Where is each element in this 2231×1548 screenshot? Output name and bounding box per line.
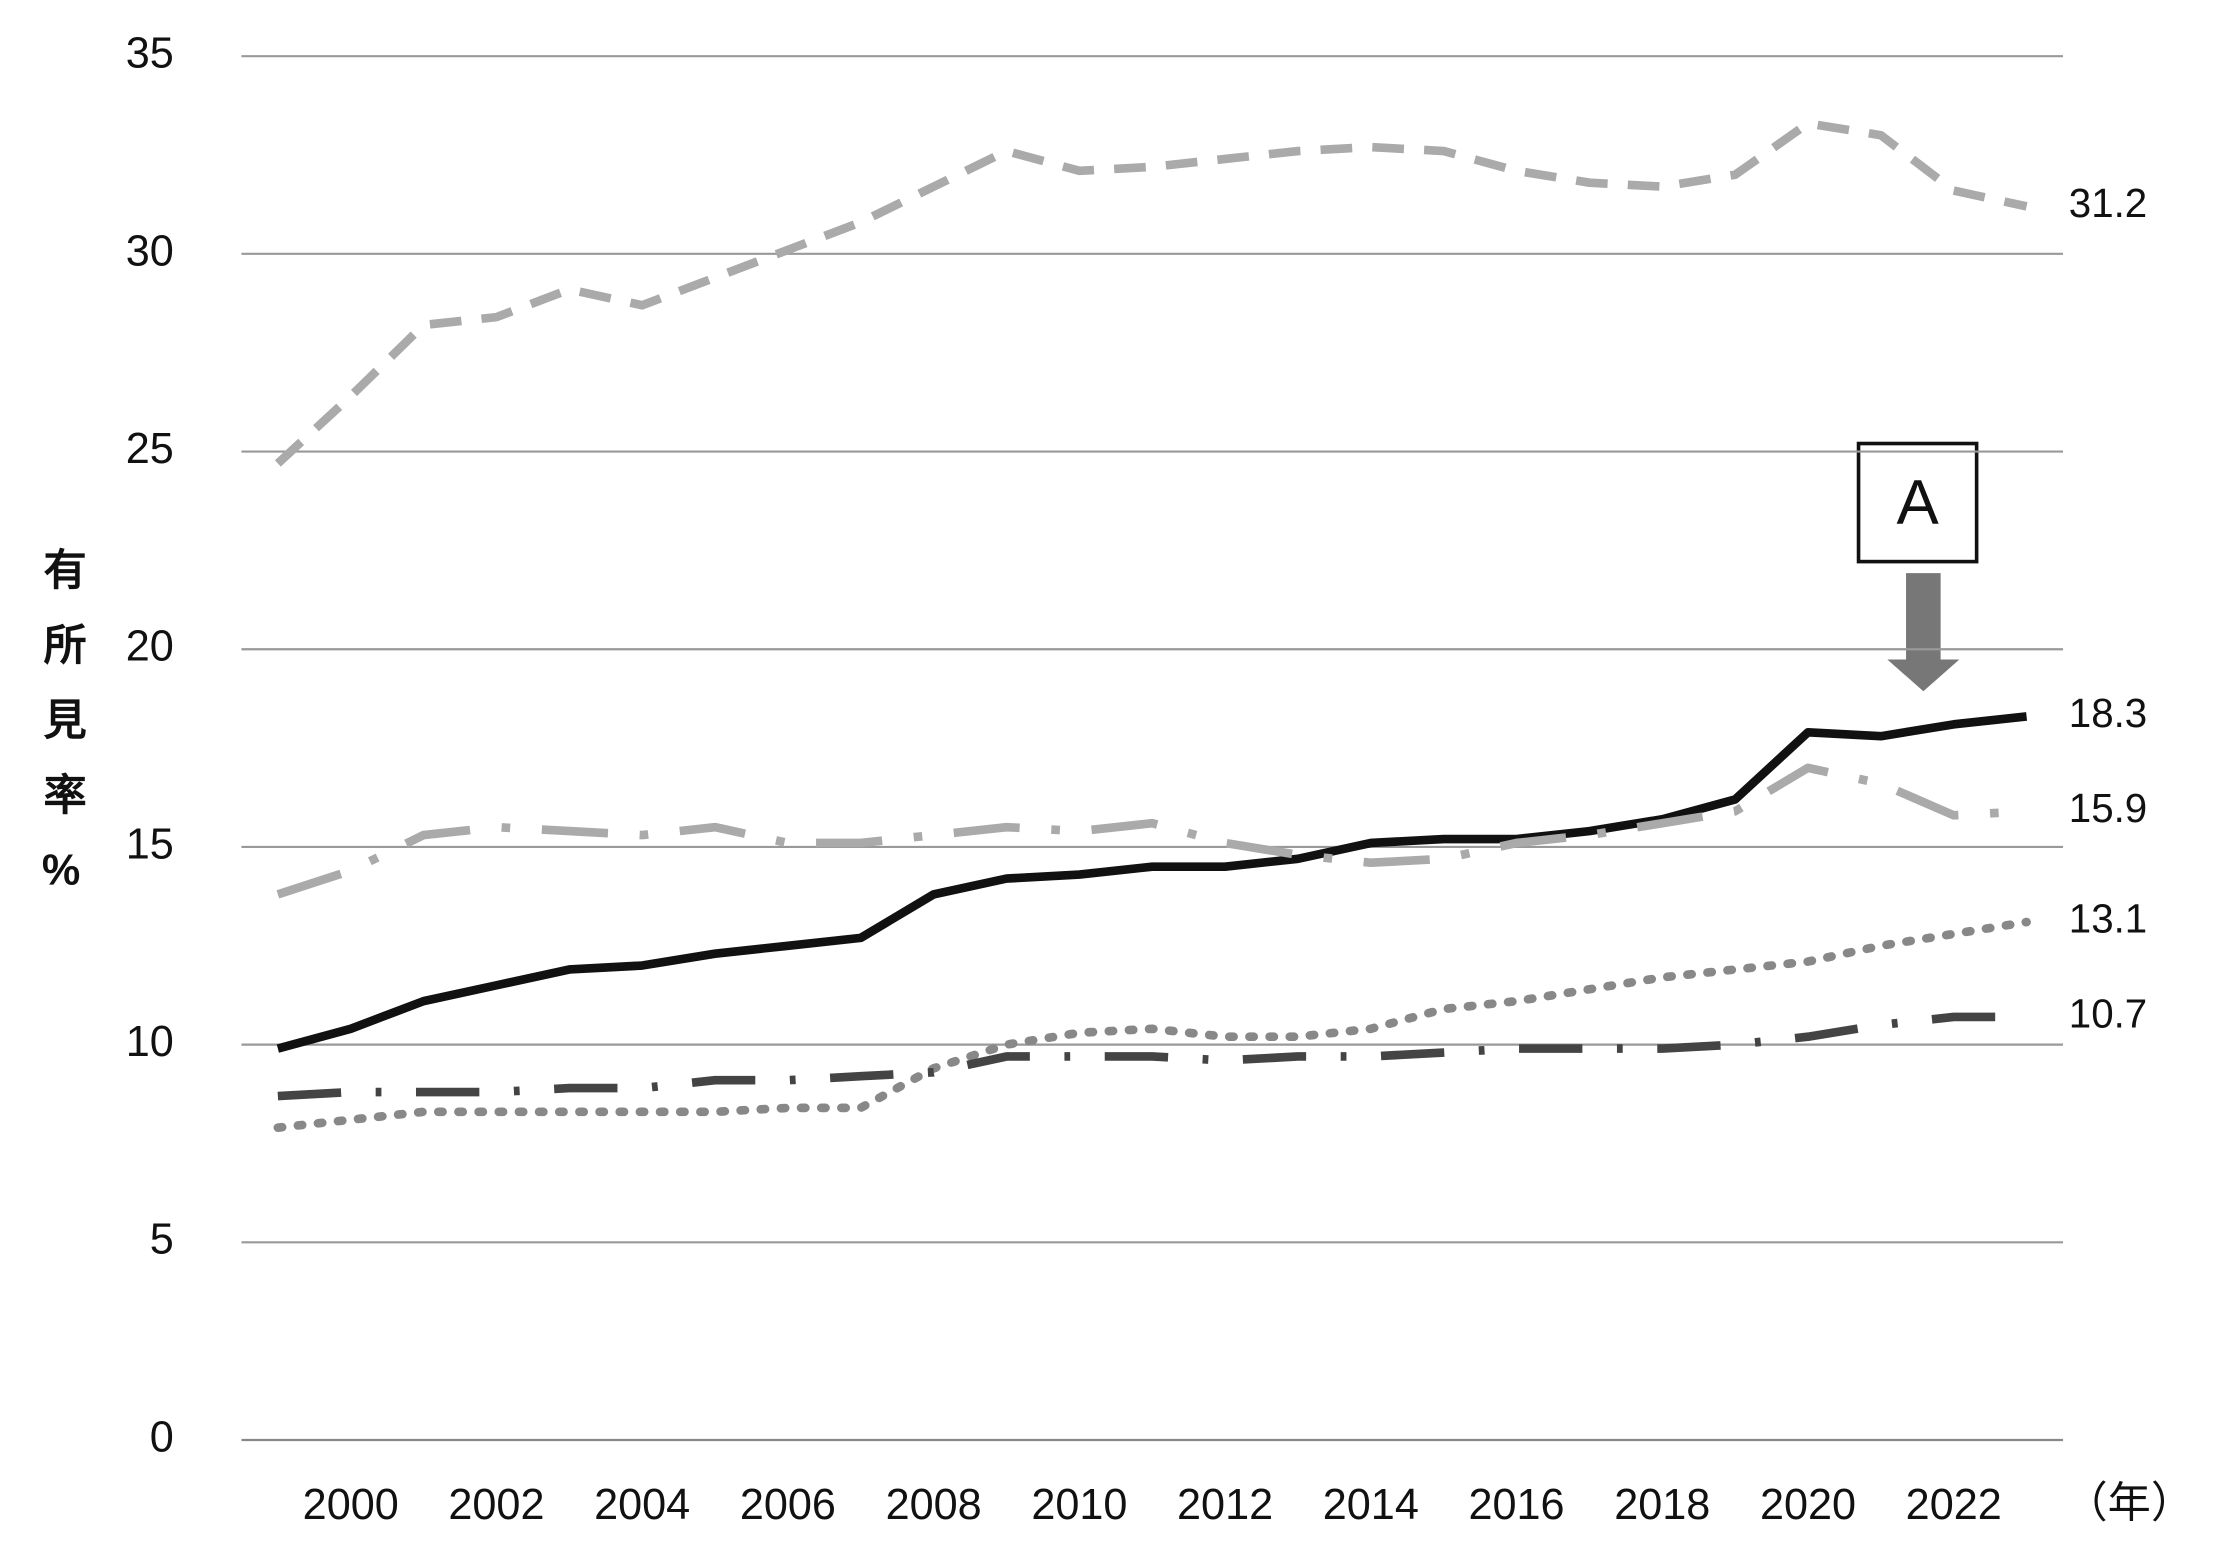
y-axis-label: 有所見率% <box>37 547 87 926</box>
end-label: 15.9 <box>2069 785 2147 831</box>
end-label: 13.1 <box>2069 896 2147 942</box>
y-tick-label: 15 <box>126 820 174 868</box>
x-tick-label: 2010 <box>1031 1481 1127 1529</box>
x-tick-label: 2016 <box>1469 1481 1565 1529</box>
x-tick-label: 2020 <box>1760 1481 1856 1529</box>
annotation-box <box>1856 441 1979 564</box>
y-tick-label: 35 <box>126 30 174 78</box>
x-tick-label: 2014 <box>1323 1481 1419 1529</box>
x-tick-label: 2000 <box>303 1481 399 1529</box>
annotation-arrow-head <box>1887 659 1960 692</box>
end-label: 10.7 <box>2069 991 2147 1037</box>
y-tick-label: 10 <box>126 1018 174 1066</box>
x-tick-label: 2002 <box>448 1481 544 1529</box>
y-tick-label: 25 <box>126 425 174 473</box>
data-line <box>274 119 2028 467</box>
y-tick-label: 5 <box>150 1216 174 1264</box>
end-label: 31.2 <box>2069 180 2147 226</box>
x-tick-label: 2006 <box>740 1481 836 1529</box>
x-tick-label: 2012 <box>1177 1481 1273 1529</box>
x-tick-label: 2008 <box>886 1481 982 1529</box>
data-line <box>276 712 2028 1053</box>
data-line <box>273 917 2031 1132</box>
x-axis-unit: （年） <box>2064 1480 2194 1528</box>
annotation-label: A <box>1896 468 1939 538</box>
x-tick-label: 2018 <box>1614 1481 1710 1529</box>
data-line <box>276 763 2027 899</box>
data-line <box>277 1012 2027 1101</box>
end-label: 18.3 <box>2069 690 2147 736</box>
x-tick-label: 2022 <box>1906 1481 2002 1529</box>
y-tick-label: 20 <box>126 623 174 671</box>
y-tick-label: 30 <box>126 227 174 275</box>
annotation-arrow <box>1906 573 1941 660</box>
y-tick-label: 0 <box>150 1413 174 1461</box>
x-tick-label: 2004 <box>594 1481 690 1529</box>
